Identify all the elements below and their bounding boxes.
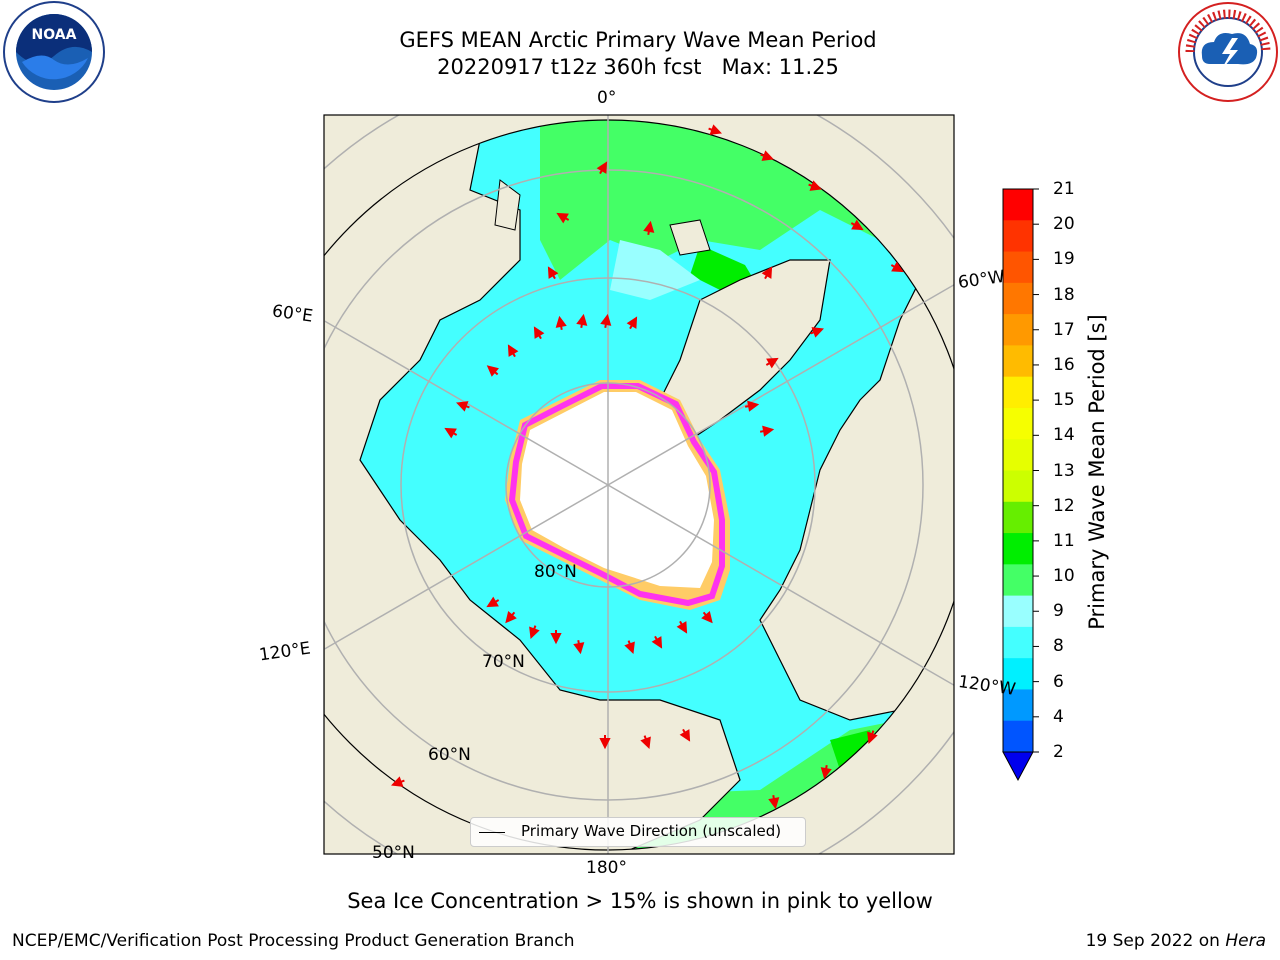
colorbar <box>1003 188 1039 753</box>
colorbar-segment <box>1003 564 1033 597</box>
colorbar-tick-label: 10 <box>1053 566 1075 587</box>
footer-date-text: 19 Sep 2022 on <box>1085 931 1226 951</box>
colorbar-tick-label: 12 <box>1053 495 1075 516</box>
colorbar-tick-label: 6 <box>1053 671 1064 692</box>
colorbar-tick-label: 17 <box>1053 319 1075 340</box>
chart-title: GEFS MEAN Arctic Primary Wave Mean Perio… <box>399 28 877 52</box>
colorbar-segment <box>1003 720 1033 753</box>
north-america-land <box>759 238 954 721</box>
colorbar-tick-label: 11 <box>1053 530 1075 551</box>
lat-label-50n: 50°N <box>372 843 415 863</box>
colorbar-frame <box>1002 188 1034 753</box>
lat-label-80n: 80°N <box>534 562 577 582</box>
lat-label-60n: 60°N <box>428 745 471 765</box>
colorbar-segment <box>1003 376 1033 409</box>
colorbar-segment <box>1003 220 1033 253</box>
colorbar-underflow-triangle <box>1002 751 1034 782</box>
legend-line-swatch <box>479 832 505 833</box>
colorbar-segment <box>1003 345 1033 378</box>
colorbar-tick-label: 13 <box>1053 460 1075 481</box>
footer-date: 19 Sep 2022 on Hera <box>1086 931 1266 951</box>
legend-label: Primary Wave Direction (unscaled) <box>521 822 782 840</box>
colorbar-segment <box>1003 439 1033 471</box>
colorbar-segment <box>1003 689 1033 722</box>
colorbar-tick-label: 19 <box>1053 249 1075 270</box>
colorbar-tick-label: 15 <box>1053 390 1075 411</box>
footer-host: Hera <box>1225 931 1266 951</box>
colorbar-segment <box>1003 595 1033 628</box>
colorbar-tick-label: 8 <box>1053 636 1064 657</box>
colorbar-tick-label: 14 <box>1053 425 1075 446</box>
colorbar-tick-label: 4 <box>1053 706 1064 727</box>
colorbar-segment <box>1003 626 1033 659</box>
nws-logo <box>1178 2 1278 102</box>
noaa-logo-text: NOAA <box>32 27 77 43</box>
colorbar-segment <box>1003 314 1033 346</box>
colorbar-tick-label: 16 <box>1053 354 1075 375</box>
chart-subtitle: 20220917 t12z 360h fcst Max: 11.25 <box>437 55 839 79</box>
legend: Primary Wave Direction (unscaled) <box>470 817 806 847</box>
lon-label-180: 180° <box>586 858 627 878</box>
colorbar-segment <box>1003 533 1033 565</box>
longitude-gridlines <box>324 115 954 854</box>
colorbar-label: Primary Wave Mean Period [s] <box>1085 314 1109 630</box>
colorbar-tick-label: 2 <box>1053 742 1064 762</box>
colorbar-tick-label: 21 <box>1053 179 1075 199</box>
footer-producer: NCEP/EMC/Verification Post Processing Pr… <box>12 931 575 951</box>
colorbar-tick-label: 18 <box>1053 284 1075 305</box>
map-frame <box>323 114 955 855</box>
colorbar-segment <box>1003 189 1033 221</box>
colorbar-segment <box>1003 470 1033 503</box>
colorbar-tick-label: 20 <box>1053 214 1075 235</box>
caption: Sea Ice Concentration > 15% is shown in … <box>347 889 933 913</box>
colorbar-segment <box>1003 282 1033 315</box>
lat-label-70n: 70°N <box>482 652 525 672</box>
colorbar-segment <box>1003 501 1033 534</box>
noaa-logo: NOAA <box>3 1 105 103</box>
wave-direction-arrows <box>391 124 904 810</box>
lon-label-0: 0° <box>597 88 617 108</box>
colorbar-tick-label: 9 <box>1053 601 1064 622</box>
colorbar-segment <box>1003 407 1033 440</box>
colorbar-segment <box>1003 251 1033 284</box>
colorbar-segment <box>1003 658 1033 690</box>
